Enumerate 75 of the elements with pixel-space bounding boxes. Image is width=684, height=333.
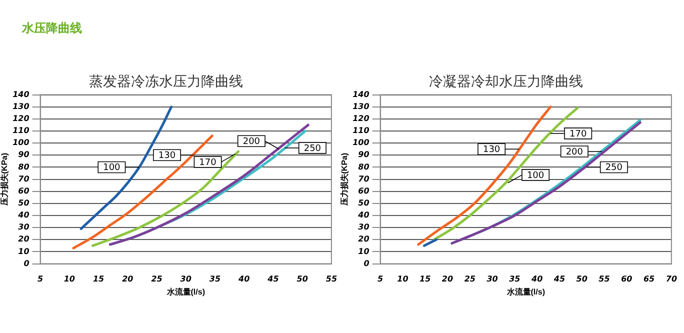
- y-tick-label: 140: [12, 90, 30, 99]
- line-series: [80, 106, 173, 230]
- y-tick-label: 100: [352, 138, 370, 148]
- x-tick-label: 10: [397, 274, 409, 284]
- x-tick-label: 45: [266, 274, 280, 284]
- y-tick-label: 100: [12, 138, 30, 148]
- y-tick-label: 30: [18, 222, 30, 232]
- y-tick-label: 70: [18, 174, 30, 184]
- y-tick-label: 80: [358, 162, 370, 172]
- x-tick-label: 50: [296, 274, 308, 284]
- y-tick-label: 140: [352, 90, 370, 99]
- x-tick-label: 20: [442, 274, 454, 284]
- y-tick-label: 120: [12, 114, 30, 124]
- x-tick-label: 25: [464, 274, 476, 284]
- annotation: 100: [526, 170, 544, 181]
- y-tick-label: 10: [358, 246, 370, 256]
- y-tick-label: 50: [358, 198, 370, 208]
- x-tick-label: 5: [38, 274, 44, 284]
- annotation: 200: [566, 147, 584, 158]
- y-tick-label: 50: [18, 198, 30, 208]
- y-tick-label: 40: [357, 210, 370, 220]
- y-axis-title: 压力损失(KPa): [0, 152, 10, 207]
- text: 水压降曲线: [22, 20, 82, 37]
- x-tick-label: 30: [486, 274, 498, 284]
- y-tick-label: 60: [358, 186, 370, 196]
- annotation: 250: [304, 144, 322, 154]
- x-tick-label: 65: [643, 274, 656, 284]
- y-tick-label: 30: [358, 222, 370, 232]
- x-tick-label: 55: [598, 274, 610, 284]
- y-tick-label: 130: [12, 102, 30, 111]
- y-tick-label: 110: [12, 126, 30, 136]
- x-tick-label: 30: [180, 274, 192, 284]
- x-tick-label: 45: [552, 274, 566, 284]
- annotation: 250: [605, 163, 623, 174]
- y-tick-label: 0: [364, 258, 370, 268]
- x-tick-label: 20: [122, 274, 134, 284]
- y-tick-label: 90: [18, 150, 30, 160]
- x-tick-label: 40: [238, 274, 250, 284]
- y-tick-label: 80: [18, 162, 30, 172]
- x-tick-label: 5: [378, 274, 384, 284]
- x-tick-label: 15: [92, 274, 105, 284]
- annotation: 200: [242, 136, 260, 147]
- x-tick-label: 15: [420, 274, 432, 284]
- x-tick-label: 35: [509, 274, 521, 284]
- y-axis-title: 压力损失(KPa): [340, 152, 350, 207]
- y-tick-label: 10: [18, 246, 30, 256]
- y-tick-label: 120: [352, 114, 370, 124]
- y-tick-label: 130: [352, 102, 370, 111]
- y-tick-label: 20: [18, 234, 30, 244]
- y-tick-label: 20: [358, 234, 370, 244]
- annotation: 100: [103, 163, 121, 174]
- line-series: [417, 106, 552, 246]
- chart-title: 冷凝器冷却水压力降曲线: [429, 74, 583, 90]
- x-tick-label: 55: [326, 274, 338, 284]
- annotation: 170: [569, 129, 587, 140]
- x-tick-label: 35: [209, 274, 221, 284]
- annotation: 170: [199, 158, 217, 168]
- y-tick-label: 0: [24, 258, 30, 268]
- annotation: 130: [158, 151, 176, 161]
- x-tick-label: 25: [151, 274, 163, 284]
- y-tick-label: 40: [17, 210, 30, 220]
- y-tick-label: 90: [358, 150, 370, 160]
- annotation: 130: [482, 144, 500, 155]
- x-tick-label: 60: [621, 274, 633, 284]
- x-axis-title: 水流量(l/s): [506, 286, 546, 296]
- y-tick-label: 60: [18, 186, 30, 196]
- line-series: [91, 150, 240, 247]
- x-tick-label: 70: [666, 274, 678, 284]
- x-axis-title: 水流量(l/s): [166, 286, 206, 296]
- y-tick-label: 70: [358, 174, 370, 184]
- y-tick-label: 110: [352, 126, 370, 136]
- x-tick-label: 50: [576, 274, 588, 284]
- x-tick-label: 40: [530, 274, 544, 284]
- chart-title: 蒸发器冷冻水压力降曲线: [89, 74, 243, 90]
- x-tick-label: 10: [64, 274, 76, 284]
